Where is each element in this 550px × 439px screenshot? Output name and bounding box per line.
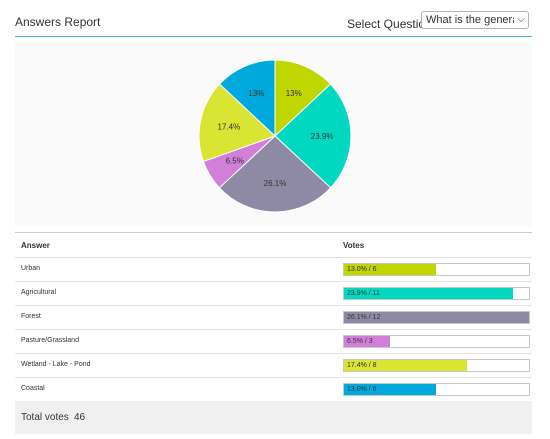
pie-slice-label-4: 17.4% [218, 122, 241, 131]
answer-label: Coastal [21, 385, 45, 392]
total-votes-label: Total votes [21, 412, 69, 423]
table-row: Coastal 13.0% / 6 [15, 378, 532, 402]
pie-slice-label-5: 13% [248, 89, 264, 98]
vote-bar: 13.0% / 6 [343, 263, 530, 276]
vote-bar: 26.1% / 12 [343, 311, 530, 324]
table-row: Forest 26.1% / 12 [15, 306, 532, 330]
answer-label: Urban [21, 265, 41, 272]
vote-bar: 17.4% / 8 [343, 359, 530, 372]
pie-slice-2[interactable] [218, 135, 332, 213]
vote-bar-fill [344, 336, 390, 347]
total-votes-value: 46 [74, 412, 86, 423]
vote-bar-text: 13.0% / 6 [347, 266, 377, 273]
pie-slice-4[interactable] [198, 83, 276, 163]
question-select-value: What is the general type [426, 14, 528, 26]
table-body: Urban 13.0% / 6 Agricultural 23.9% / 11 Fore… [15, 258, 532, 402]
answer-label: Forest [21, 313, 41, 320]
vote-bar: 13.0% / 6 [343, 383, 530, 396]
vote-bar-fill [344, 384, 436, 395]
pie-slice-label-0: 13% [286, 89, 302, 98]
report-header: Answers Report Select Question: What is … [15, 8, 532, 37]
answer-label: Wetland - Lake - Pond [21, 361, 91, 368]
pie-chart-panel: 13% 23.9% 26.1% 6.5% 17.4% 13% [15, 42, 532, 226]
table-row: Wetland - Lake - Pond 17.4% / 8 [15, 354, 532, 378]
chevron-down-icon: ⌵ [514, 12, 528, 28]
pie-slice-1[interactable] [274, 83, 352, 189]
pie-chart: 13% 23.9% 26.1% 6.5% 17.4% 13% [198, 59, 352, 213]
votes-column-header: Votes [343, 241, 365, 250]
vote-bar-text: 26.1% / 12 [347, 314, 381, 321]
answer-label: Pasture/Grassland [21, 337, 79, 344]
answers-table: Answer Votes Urban 13.0% / 6 Agricultural 2… [15, 232, 532, 402]
table-row: Urban 13.0% / 6 [15, 258, 532, 282]
pie-slice-5[interactable] [218, 59, 276, 138]
pie-slice-label-2: 26.1% [264, 179, 287, 188]
page-title: Answers Report [15, 15, 101, 29]
select-question-label: Select Question: [347, 17, 436, 31]
answer-label: Agricultural [21, 289, 57, 296]
pie-slice-0[interactable] [274, 59, 332, 138]
table-row: Agricultural 23.9% / 11 [15, 282, 532, 306]
pie-slice-label-3: 6.5% [226, 156, 244, 165]
vote-bar-fill [344, 360, 467, 371]
answer-column-header: Answer [21, 241, 50, 250]
vote-bar-fill [344, 264, 436, 275]
vote-bar-fill [344, 288, 513, 299]
vote-bar-text: 23.9% / 11 [347, 290, 380, 297]
table-header: Answer Votes [15, 233, 532, 258]
table-row: Pasture/Grassland 6.5% / 3 [15, 330, 532, 354]
vote-bar-fill [344, 312, 529, 323]
question-select[interactable]: What is the general type ⌵ [421, 11, 529, 29]
vote-bar-text: 6.5% / 3 [347, 338, 373, 345]
total-votes-footer: Total votes 46 [15, 401, 532, 434]
pie-slice-label-1: 23.9% [311, 132, 334, 141]
vote-bar: 23.9% / 11 [343, 287, 530, 300]
vote-bar: 6.5% / 3 [343, 335, 530, 348]
vote-bar-text: 17.4% / 8 [347, 362, 377, 369]
vote-bar-text: 13.0% / 6 [347, 386, 377, 393]
